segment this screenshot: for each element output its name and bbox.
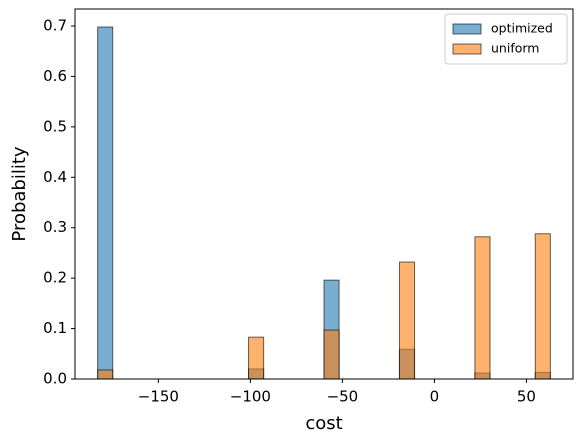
y-tick-label: 0.7	[43, 16, 67, 34]
x-axis-label: cost	[305, 413, 342, 434]
x-tick-label: 50	[517, 388, 536, 406]
bar	[323, 329, 340, 380]
y-tick-label: 0.4	[43, 168, 67, 186]
y-tick-label: 0.3	[43, 218, 67, 236]
x-tick-label: 0	[430, 388, 440, 406]
bar	[248, 336, 265, 380]
x-tick-label: −100	[230, 388, 271, 406]
legend-label: uniform	[491, 41, 539, 56]
y-tick-label: 0.6	[43, 67, 67, 85]
legend-label: optimized	[491, 21, 553, 36]
y-tick-label: 0.1	[43, 319, 67, 337]
bar	[474, 236, 491, 380]
bar	[398, 261, 416, 380]
legend-swatch	[452, 23, 482, 35]
y-tick-label: 0.5	[43, 117, 67, 135]
y-tick-label: 0.0	[43, 370, 67, 388]
legend-swatch	[452, 43, 482, 55]
bar	[534, 233, 551, 380]
y-axis-label: Probability	[9, 146, 30, 241]
bar	[97, 26, 114, 380]
x-tick-label: −50	[327, 388, 359, 406]
x-tick-label: −150	[138, 388, 179, 406]
y-tick-label: 0.2	[43, 269, 67, 287]
plot-frame	[74, 8, 574, 380]
bar	[97, 369, 114, 380]
